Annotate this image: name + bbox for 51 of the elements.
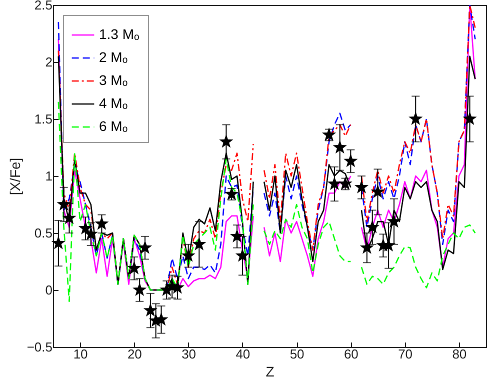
point [84,226,98,240]
point [370,184,385,198]
point [62,210,76,224]
x-axis-title: Z [266,364,275,380]
point [127,260,142,274]
point [408,112,423,126]
point [78,221,93,234]
point [132,282,147,296]
x-tick-label: 60 [344,346,358,362]
point [332,140,347,154]
legend-label: 3 Mₒ [99,72,128,88]
point [230,229,244,242]
x-tick-label: 70 [398,346,413,362]
point [322,128,336,141]
point [338,176,352,190]
point [154,312,168,326]
point [192,236,206,250]
y-tick-label: 2 [45,54,52,70]
point [344,154,358,168]
y-tick-label: 2.5 [34,0,52,12]
legend-label: 1.3 Mₒ [99,26,140,42]
point [327,176,342,190]
point [365,220,380,234]
point [181,248,196,262]
y-tick-label: −0.5 [26,340,52,354]
point [219,134,234,148]
y-axis-title: [X/Fe] [6,158,23,196]
point [462,112,477,126]
legend-label: 2 Mₒ [99,49,128,65]
point [51,236,66,250]
x-tick-label: 30 [182,346,196,362]
point [360,240,374,254]
y-tick-label: 1 [45,168,52,184]
point [224,186,239,200]
x-tick-label: 80 [452,346,467,362]
x-tick-label: 10 [73,346,88,362]
legend-label: 4 Mₒ [99,95,128,111]
x-tick-label: 40 [236,346,250,362]
y-tick-label: 0.5 [34,226,52,240]
y-tick-label: 0 [45,282,52,298]
point [386,214,402,228]
point [354,180,369,194]
y-tick-label: 1.5 [34,112,52,126]
point [143,303,158,317]
point [56,197,71,211]
legend-label: 6 Mₒ [99,118,128,134]
x-tick-label: 50 [290,346,304,362]
point [235,248,250,262]
x-tick-label: 20 [127,346,142,362]
point [94,216,109,230]
point [138,240,152,254]
